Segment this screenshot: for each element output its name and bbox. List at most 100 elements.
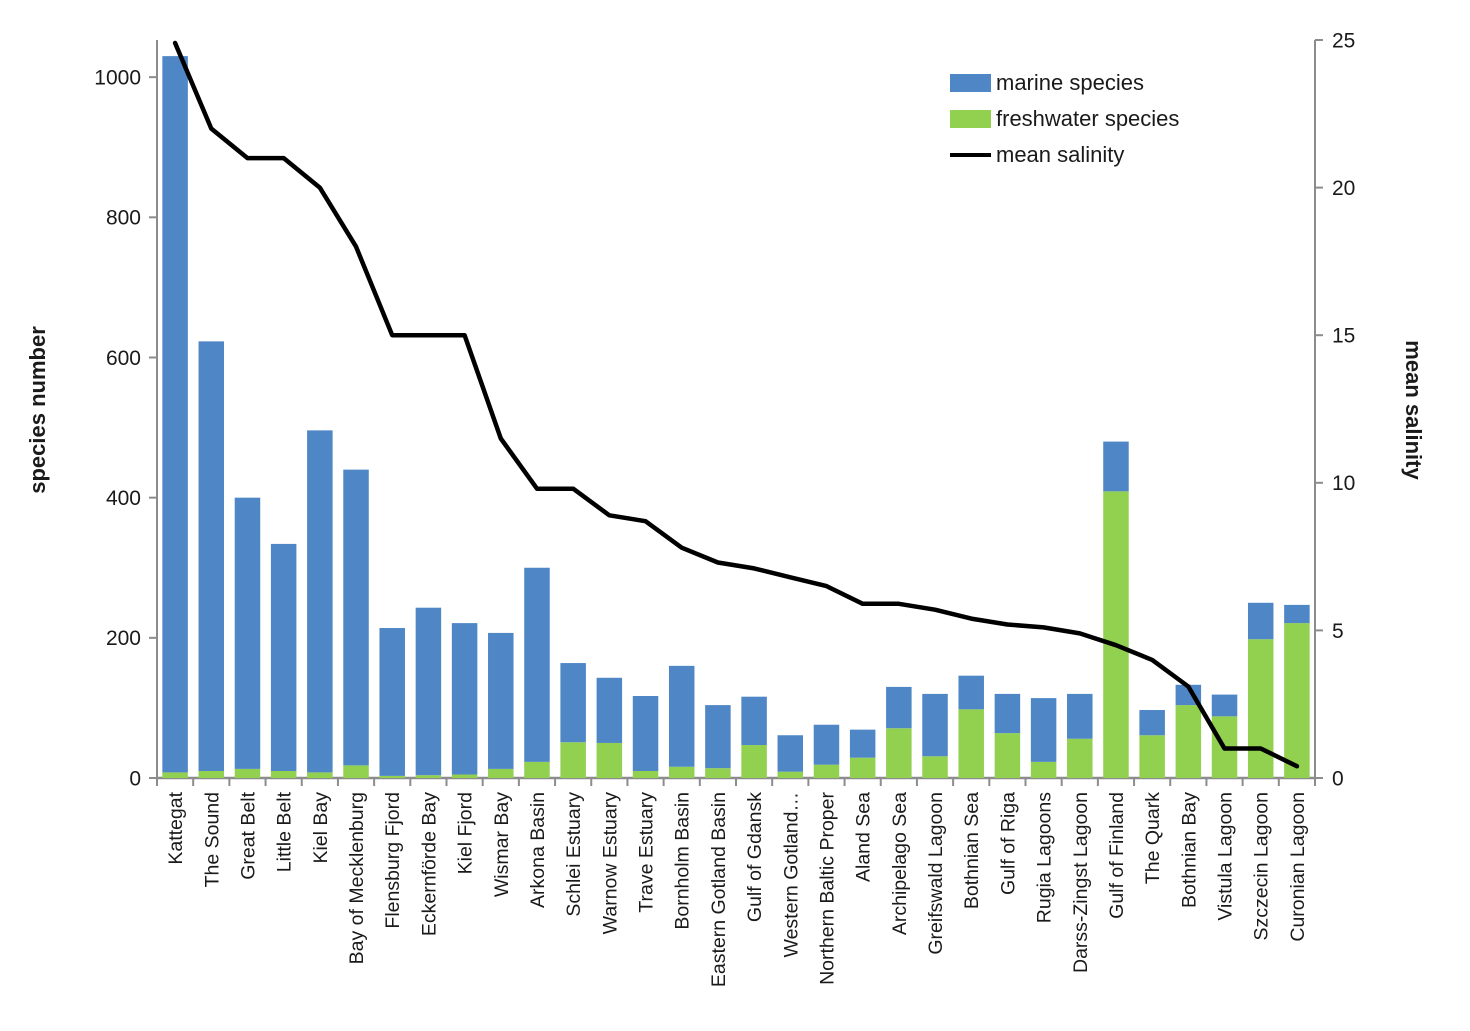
legend: marine species freshwater species mean s… xyxy=(950,70,1179,168)
bar-marine-17 xyxy=(777,735,804,772)
bar-freshwater-20 xyxy=(886,728,912,778)
bar-marine-18 xyxy=(813,724,840,765)
right-axis-tick-label: 0 xyxy=(1332,767,1344,790)
bar-freshwater-9 xyxy=(488,768,514,778)
category-label: Kiel Fjord xyxy=(455,792,477,874)
bar-marine-29 xyxy=(1211,694,1238,717)
category-label: Gulf of Gdansk xyxy=(744,792,766,922)
bar-marine-31 xyxy=(1284,604,1310,624)
category-label: Arkona Basin xyxy=(527,792,549,908)
bar-freshwater-23 xyxy=(994,733,1021,778)
salinity-line xyxy=(172,40,1300,769)
category-label: Bay of Mecklenburg xyxy=(346,792,368,964)
freshwater-series-swatch xyxy=(950,110,991,128)
right-axis-tick-label: 10 xyxy=(1332,472,1355,495)
bar-marine-27 xyxy=(1139,710,1165,736)
left-axis-title: species number xyxy=(25,326,50,494)
bar-marine-10 xyxy=(524,567,550,762)
legend-label: freshwater species xyxy=(996,106,1180,131)
category-label: Rugia Lagoons xyxy=(1034,792,1056,923)
category-label: Flensburg Fjord xyxy=(382,792,404,929)
bar-freshwater-5 xyxy=(343,765,369,778)
left-axis-tick-label: 1000 xyxy=(94,66,141,89)
legend-label: mean salinity xyxy=(996,142,1125,167)
bar-marine-4 xyxy=(307,430,333,773)
left-axis-tick-label: 0 xyxy=(129,767,141,790)
legend-item-freshwater: freshwater species xyxy=(950,106,1179,132)
category-label: Szczecin Lagoon xyxy=(1251,792,1273,941)
bar-marine-22 xyxy=(958,675,984,710)
category-label: Vistula Lagoon xyxy=(1215,792,1237,921)
bar-marine-24 xyxy=(1030,698,1057,762)
bar-freshwater-17 xyxy=(777,771,804,778)
bar-freshwater-22 xyxy=(958,709,984,778)
left-axis-tick-label: 800 xyxy=(106,207,141,230)
left-axis-tick-label: 600 xyxy=(106,347,141,370)
category-label: The Sound xyxy=(201,792,223,887)
category-label: Warnow Estuary xyxy=(599,792,621,935)
bar-freshwater-4 xyxy=(307,772,333,778)
category-label: Northern Baltic Proper xyxy=(816,792,838,985)
bar-freshwater-3 xyxy=(270,770,297,778)
category-labels: Kattegat The Sound Great Belt Little Belt Ki… xyxy=(165,791,1309,987)
bar-freshwater-14 xyxy=(668,766,695,778)
right-axis-tick-label: 5 xyxy=(1332,620,1344,643)
bar-marine-7 xyxy=(415,607,442,776)
category-label: Schlei Estuary xyxy=(563,792,585,917)
salinity-line-swatch xyxy=(950,153,991,157)
bar-marine-30 xyxy=(1247,602,1274,640)
bar-marine-25 xyxy=(1067,693,1093,739)
bar-marine-23 xyxy=(994,693,1021,734)
bar-freshwater-18 xyxy=(813,764,840,778)
category-label: Darss-Zingst Lagoon xyxy=(1070,792,1092,973)
left-axis-tick-label: 200 xyxy=(106,627,141,650)
bar-freshwater-12 xyxy=(596,742,623,778)
category-label: Bornholm Basin xyxy=(672,792,694,930)
bar-marine-19 xyxy=(849,729,876,758)
bar-freshwater-8 xyxy=(451,774,478,778)
bar-marine-15 xyxy=(705,705,731,769)
bar-freshwater-27 xyxy=(1139,735,1165,778)
category-label: Great Belt xyxy=(237,791,259,879)
category-label: Eckernförde Bay xyxy=(418,792,440,936)
category-label: Wismar Bay xyxy=(491,792,513,897)
bar-freshwater-19 xyxy=(849,757,876,778)
marine-series-swatch xyxy=(950,74,991,92)
category-label: Bothnian Sea xyxy=(961,792,983,909)
right-axis-title: mean salinity xyxy=(1401,340,1426,480)
bar-freshwater-28 xyxy=(1175,705,1202,778)
bar-marine-0 xyxy=(162,56,188,773)
right-axis-tick-label: 25 xyxy=(1332,29,1355,52)
bar-marine-13 xyxy=(632,696,659,771)
bar-freshwater-30 xyxy=(1247,639,1274,778)
bar-freshwater-21 xyxy=(922,756,948,778)
bar-marine-26 xyxy=(1103,441,1129,492)
bar-marine-16 xyxy=(741,696,767,746)
category-label: Eastern Gotland Basin xyxy=(708,792,730,987)
bar-freshwater-25 xyxy=(1067,738,1093,778)
bar-marine-3 xyxy=(270,543,297,771)
bar-marine-20 xyxy=(886,686,912,729)
category-label: Kattegat xyxy=(165,791,187,864)
bar-marine-6 xyxy=(379,628,405,776)
bar-marine-11 xyxy=(560,663,586,743)
right-axis-tick-label: 20 xyxy=(1332,177,1355,200)
category-label: Greifswald Lagoon xyxy=(925,792,947,955)
category-label: Bothnian Bay xyxy=(1178,792,1200,908)
bar-marine-21 xyxy=(922,693,948,757)
legend-item-salinity: mean salinity xyxy=(950,142,1179,168)
bar-freshwater-16 xyxy=(741,745,767,778)
category-label: Little Belt xyxy=(274,791,296,872)
bar-freshwater-10 xyxy=(524,761,550,778)
bar-freshwater-2 xyxy=(234,768,261,778)
bar-freshwater-15 xyxy=(705,768,731,778)
bar-marine-12 xyxy=(596,677,623,743)
category-label: Trave Estuary xyxy=(636,792,658,913)
right-axis-tick-label: 15 xyxy=(1332,325,1355,348)
category-label: Gulf of Riga xyxy=(997,792,1019,895)
category-label: Kiel Bay xyxy=(310,792,332,864)
bar-marine-9 xyxy=(488,632,514,769)
bar-marine-5 xyxy=(343,469,369,766)
